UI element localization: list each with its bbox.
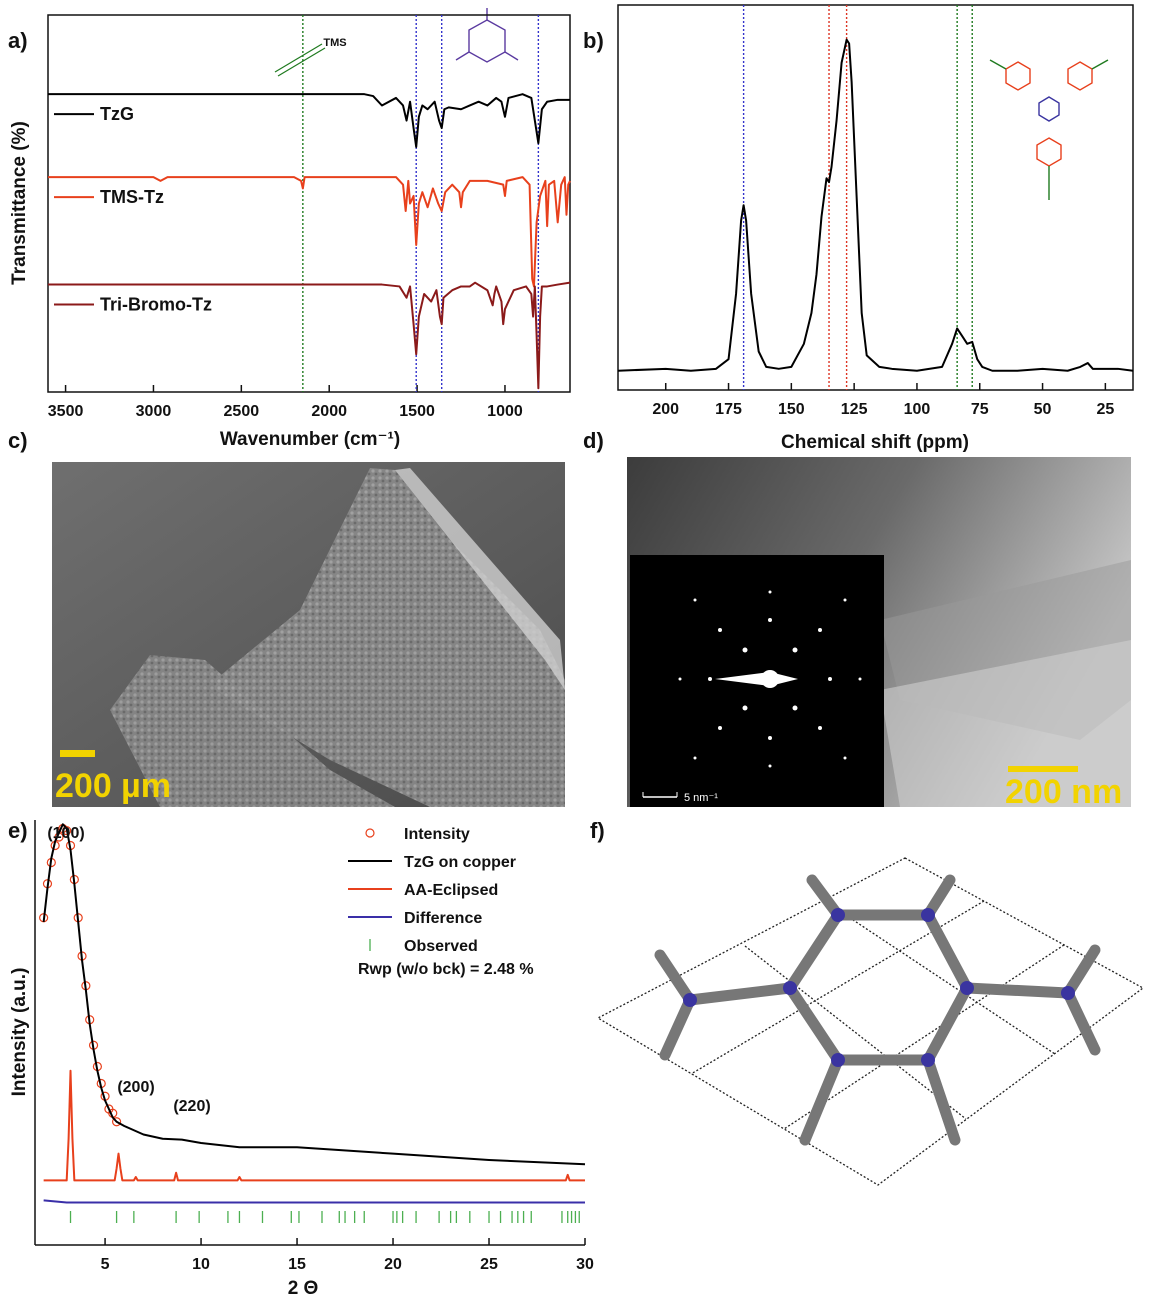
x-tick-label: 30 (576, 1256, 594, 1273)
series-line (44, 1200, 585, 1202)
tem-image (627, 457, 1131, 807)
x-tick-label: 2000 (311, 403, 347, 420)
x-tick-label: 1500 (399, 403, 435, 420)
x-tick-label: 150 (778, 401, 805, 418)
annotation: TMS (323, 37, 346, 49)
legend-label: TzG on copper (404, 854, 516, 871)
x-tick-label: 200 (652, 401, 679, 418)
scale-bar-label: 200 nm (1005, 773, 1122, 811)
x-tick-label: 15 (288, 1256, 306, 1273)
x-tick-label: 2500 (224, 403, 260, 420)
x-axis-label: Chemical shift (ppm) (781, 432, 969, 453)
x-tick-label: 5 (101, 1256, 110, 1273)
legend-label: Tri-Bromo-Tz (100, 295, 212, 315)
x-axis-label: 2 Θ (288, 1278, 319, 1298)
legend-label: Difference (404, 910, 482, 927)
inset-scale-bar-label: 5 nm⁻¹ (684, 792, 718, 804)
panel-label: f) (590, 818, 605, 843)
fit-label: Rwp (w/o bck) = 2.48 % (358, 961, 534, 978)
monomer-sketch (990, 60, 1108, 200)
series-line (618, 40, 1133, 371)
panel-label: e) (8, 818, 28, 843)
legend-label: TMS-Tz (100, 187, 164, 207)
x-tick-label: 175 (715, 401, 742, 418)
legend-label: AA-Eclipsed (404, 882, 498, 899)
x-tick-label: 100 (904, 401, 931, 418)
legend-label: Observed (404, 938, 478, 955)
x-axis-label: Wavenumber (cm⁻¹) (220, 429, 400, 450)
x-tick-label: 1000 (487, 403, 523, 420)
y-axis-label: Intensity (a.u.) (9, 968, 30, 1097)
y-axis-label: Transmittance (%) (9, 121, 30, 285)
x-tick-label: 3000 (136, 403, 172, 420)
series-line (44, 824, 585, 1164)
panel-label: d) (583, 428, 604, 453)
panel-label: a) (8, 28, 28, 53)
scale-bar-label: 200 µm (55, 767, 171, 805)
legend-swatch (366, 829, 374, 837)
alkyne-sketch (275, 44, 325, 76)
x-tick-label: 10 (192, 1256, 210, 1273)
annotation: (220) (173, 1098, 210, 1115)
legend-label: TzG (100, 104, 134, 124)
framework-molecule (660, 880, 1095, 1140)
figure: 200 µm c) 5 nm⁻¹ 200 nm d) (0, 0, 1152, 1298)
x-tick-label: 20 (384, 1256, 402, 1273)
sem-image (52, 462, 565, 807)
x-tick-label: 75 (971, 401, 989, 418)
panel-label: c) (8, 428, 28, 453)
x-tick-label: 50 (1034, 401, 1052, 418)
x-tick-label: 125 (841, 401, 868, 418)
panel-label: b) (583, 28, 604, 53)
x-tick-label: 25 (1096, 401, 1114, 418)
legend-label: Intensity (404, 826, 470, 843)
annotation: (100) (47, 825, 84, 842)
plot-frame (618, 5, 1133, 390)
triazine-sketch (456, 8, 518, 62)
x-tick-label: 25 (480, 1256, 498, 1273)
annotation: (200) (117, 1079, 154, 1096)
x-tick-label: 3500 (48, 403, 84, 420)
